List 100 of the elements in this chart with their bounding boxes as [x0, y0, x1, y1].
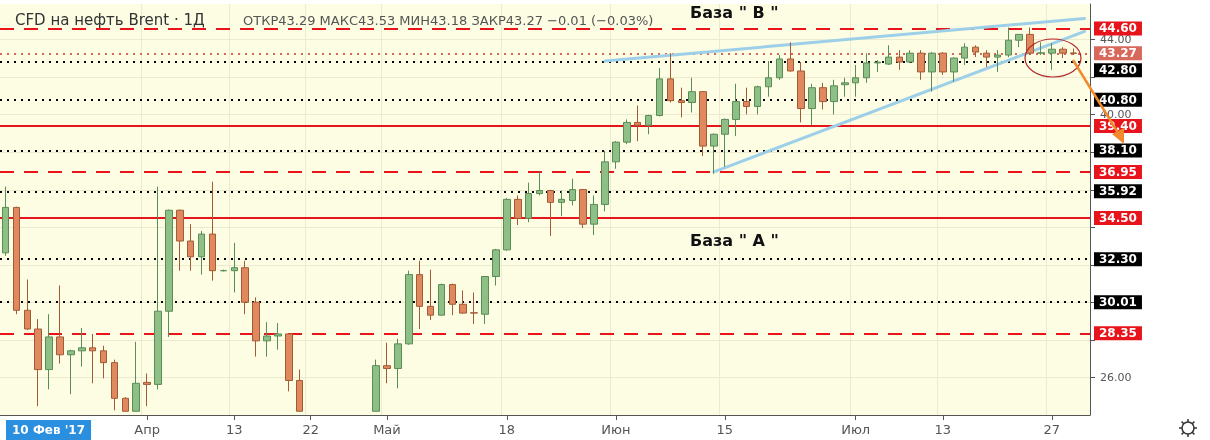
x-tick-label: 15: [716, 422, 734, 437]
candlestick: [56, 285, 64, 365]
candlestick: [34, 318, 42, 407]
candlestick: [634, 105, 641, 142]
y-tick-label: 44.00: [1100, 33, 1132, 47]
candlestick: [67, 349, 75, 395]
candlestick: [416, 260, 423, 330]
candlestick: [24, 279, 31, 331]
ref-line-label: 40.80: [1099, 92, 1137, 107]
ref-line-label: 34.50: [1099, 210, 1137, 225]
candlestick: [547, 189, 554, 237]
candlestick: [917, 49, 925, 81]
candlestick: [536, 171, 543, 196]
candlestick: [1026, 26, 1034, 56]
x-tick-label: Апр: [134, 422, 160, 437]
candlestick: [667, 52, 674, 104]
candlestick: [699, 90, 707, 157]
x-tick-label: 18: [498, 422, 516, 437]
candlestick: [612, 140, 620, 170]
x-tick-label: 22: [302, 422, 319, 437]
candlestick: [481, 275, 489, 325]
candlestick: [427, 269, 434, 321]
candlestick: [1037, 41, 1045, 56]
candlestick: [1059, 46, 1067, 59]
ref-line-label: 28.35: [1099, 326, 1137, 341]
candlestick: [241, 260, 249, 315]
candlestick: [122, 396, 129, 412]
candlestick: [688, 77, 696, 113]
candlestick: [100, 345, 107, 379]
text: 10 Фев '17: [12, 423, 86, 437]
candlestick: [885, 44, 892, 66]
candlestick: [721, 117, 729, 168]
candlestick: [209, 181, 216, 282]
ref-line-label: 30.01: [1099, 295, 1137, 310]
candlestick: [285, 332, 293, 392]
candlestick: [252, 296, 260, 358]
candlestick: [896, 49, 903, 71]
ref-line-label: 32.30: [1099, 252, 1137, 267]
candlestick: [514, 194, 522, 226]
x-tick-label: Май: [373, 422, 401, 437]
candlestick: [776, 54, 783, 81]
ref-line-label: 38.10: [1099, 143, 1137, 158]
candlestick: [274, 322, 282, 351]
candlestick: [863, 52, 870, 84]
candlestick: [874, 59, 881, 73]
candlestick: [656, 67, 663, 117]
candlestick: [2, 186, 9, 257]
candlestick: [165, 209, 173, 338]
candlestick: [732, 83, 740, 137]
candlestick: [438, 283, 445, 317]
candlestick: [590, 194, 598, 236]
candlestick: [263, 321, 271, 358]
candlestick: [405, 270, 413, 346]
candlestick: [503, 197, 511, 252]
candlestick: [601, 150, 609, 212]
candlestick: [176, 209, 184, 272]
candlestick: [841, 77, 849, 98]
candlestick: [525, 182, 532, 223]
x-tick-label: 13: [226, 422, 243, 437]
candlestick: [231, 242, 238, 293]
candlestick: [459, 289, 467, 315]
candlestick: [1005, 26, 1012, 58]
x-tick-label: Июл: [841, 422, 871, 437]
ref-line-label: 35.92: [1099, 184, 1137, 199]
ref-line-label: 43.27: [1099, 46, 1137, 61]
text: CFD на нефть Brent · 1Д: [15, 10, 205, 29]
candlestick: [623, 118, 631, 145]
candlestick: [710, 132, 718, 175]
candlestick: [89, 333, 96, 384]
candlestick: [983, 49, 990, 68]
candlestick: [372, 359, 380, 412]
candlestick: [143, 373, 151, 407]
annotation: База " А ": [690, 230, 779, 250]
candlestick: [492, 248, 500, 287]
candlestick: [132, 341, 140, 412]
candlestick: [154, 186, 162, 390]
candlestick: [950, 56, 958, 83]
candlestick: [470, 291, 478, 325]
candlestick: [765, 60, 772, 98]
y-tick-label: 26.00: [1100, 370, 1132, 384]
candlestick: [13, 206, 20, 315]
candlestick: [394, 338, 402, 389]
ref-line-label: 44.60: [1099, 21, 1137, 36]
candlestick: [797, 61, 805, 123]
candlestick: [1048, 42, 1056, 71]
candlestick: [296, 369, 303, 412]
x-tick-label: 13: [934, 422, 952, 437]
candlestick: [449, 283, 456, 316]
candlestick: [111, 359, 118, 411]
candlestick: [187, 223, 194, 272]
candlestick: [78, 327, 86, 368]
candlestick: [808, 83, 816, 126]
candlestick: [1070, 47, 1077, 56]
ref-line-label: 42.80: [1099, 63, 1137, 78]
candlestick: [972, 44, 979, 58]
x-tick-label: Июн: [601, 422, 631, 437]
annotation: База " В ": [690, 2, 779, 22]
candlestick: [1015, 33, 1023, 48]
candlestick: [558, 190, 565, 217]
candlestick: [787, 41, 794, 73]
